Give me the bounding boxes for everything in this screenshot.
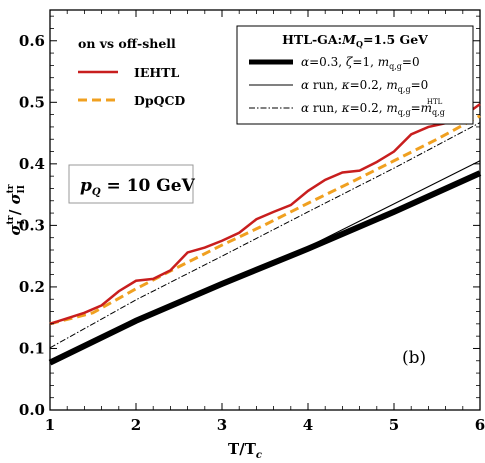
x-tick-label: 4 xyxy=(303,416,313,434)
x-tick-label: 2 xyxy=(131,416,141,434)
y-tick-label: 0.3 xyxy=(19,216,45,234)
annotation-text: pQ = 10 GeV xyxy=(80,176,196,198)
y-tick-label: 0.2 xyxy=(19,278,45,296)
legend-right-title: HTL-GA:MQ=1.5 GeV xyxy=(282,32,428,49)
y-tick-label: 0.0 xyxy=(19,401,45,419)
y-tick-label: 0.5 xyxy=(19,93,45,111)
annotation-box xyxy=(68,164,194,204)
y-axis-label: σtrI / σtrII xyxy=(6,184,27,235)
svg-text:σtrI / σtrII: σtrI / σtrII xyxy=(6,184,27,235)
legend-label-alpha-run-mhtl: α run, κ=0.2, mq,g=mq,gHTL xyxy=(301,98,445,117)
legend-left-title: on vs off-shell xyxy=(78,36,176,51)
legend-label-alpha-run-m0: α run, κ=0.2, mq,g=0 xyxy=(301,78,428,94)
y-tick-label: 0.6 xyxy=(19,32,45,50)
legend-left: on vs off-shell IEHTL DpQCD xyxy=(78,36,185,108)
y-tick-label: 0.1 xyxy=(19,339,45,357)
series-line-iehtl xyxy=(49,103,481,326)
x-tick-label: 5 xyxy=(389,416,399,434)
legend-label-iehtl: IEHTL xyxy=(134,65,179,80)
series-line-alpha03-zeta1 xyxy=(48,170,482,366)
x-tick-label: 3 xyxy=(217,416,227,434)
legend-label-dpqcd: DpQCD xyxy=(134,93,185,108)
series-line-dpqcd xyxy=(49,114,481,326)
x-tick-label: 6 xyxy=(475,416,485,434)
plot-frame xyxy=(49,9,481,411)
momentum-annotation: pQ = 10 GeV xyxy=(68,164,196,204)
y-axis-ticks: 0.0 0.1 0.2 0.3 0.4 0.5 0.6 xyxy=(19,15,480,419)
series-layer xyxy=(48,103,482,366)
y-tick-label: 0.4 xyxy=(19,155,45,173)
x-axis-label: T/Tc xyxy=(228,440,262,461)
series-line-alpha-run-kappa-mhtl xyxy=(49,122,481,349)
legend-label-alpha03: α=0.3, ζ=1, mq,g=0 xyxy=(301,55,420,71)
legend-right: HTL-GA:MQ=1.5 GeV α=0.3, ζ=1, mq,g=0 α r… xyxy=(236,25,474,125)
panel-label: (b) xyxy=(402,348,426,368)
x-tick-label: 1 xyxy=(45,416,55,434)
